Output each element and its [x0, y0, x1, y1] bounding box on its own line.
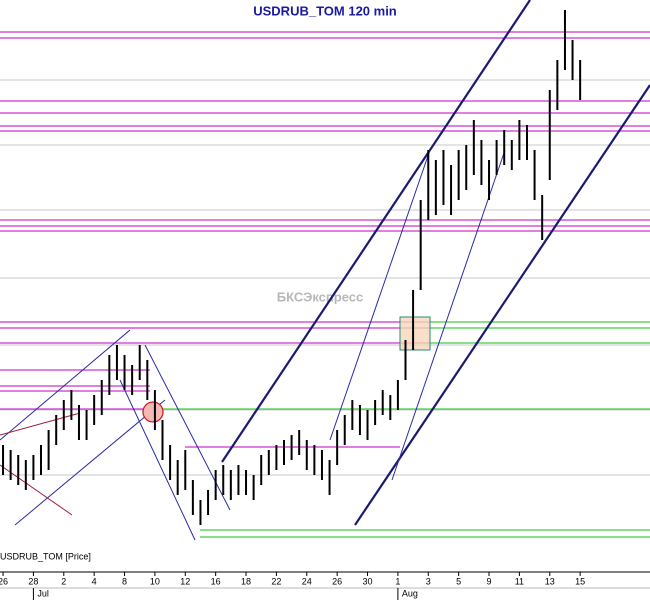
x-tick-label: 11 — [515, 576, 524, 586]
x-tick-label: 26 — [0, 576, 8, 586]
marker-circle — [142, 401, 164, 423]
trend-line — [0, 412, 81, 436]
month-label: Jul — [37, 588, 49, 598]
x-tick-label: 3 — [426, 576, 431, 586]
legend: USDRUB_TOM [Price] — [0, 551, 91, 561]
x-tick-label: 2 — [61, 576, 66, 586]
x-tick-label: 16 — [211, 576, 221, 586]
grid — [0, 79, 650, 476]
chart-title: USDRUB_TOM 120 min — [253, 3, 397, 18]
x-tick-label: 30 — [363, 576, 373, 586]
x-tick-label: 18 — [241, 576, 251, 586]
x-tick-label: 1 — [395, 576, 400, 586]
x-tick-label: 4 — [92, 576, 97, 586]
x-tick-label: 15 — [575, 576, 585, 586]
trend-line — [0, 329, 131, 441]
x-tick-label: 22 — [271, 576, 281, 586]
x-tick-label: 12 — [180, 576, 190, 586]
trend-line — [0, 464, 73, 516]
watermark: БКСЭкспресс — [277, 289, 363, 304]
channel-line — [354, 84, 650, 526]
x-tick-label: 24 — [302, 576, 312, 586]
x-tick-label: 9 — [487, 576, 492, 586]
x-tick-label: 28 — [28, 576, 38, 586]
month-label: Aug — [402, 588, 418, 598]
trend-line — [391, 149, 506, 481]
trend-line — [119, 379, 196, 541]
trend-line — [329, 149, 431, 441]
x-tick-label: 26 — [332, 576, 342, 586]
trend-line — [14, 399, 166, 526]
x-tick-label: 13 — [545, 576, 555, 586]
channel-line — [221, 0, 531, 463]
x-tick-label: 8 — [122, 576, 127, 586]
x-tick-label: 10 — [150, 576, 160, 586]
x-tick-label: 5 — [456, 576, 461, 586]
